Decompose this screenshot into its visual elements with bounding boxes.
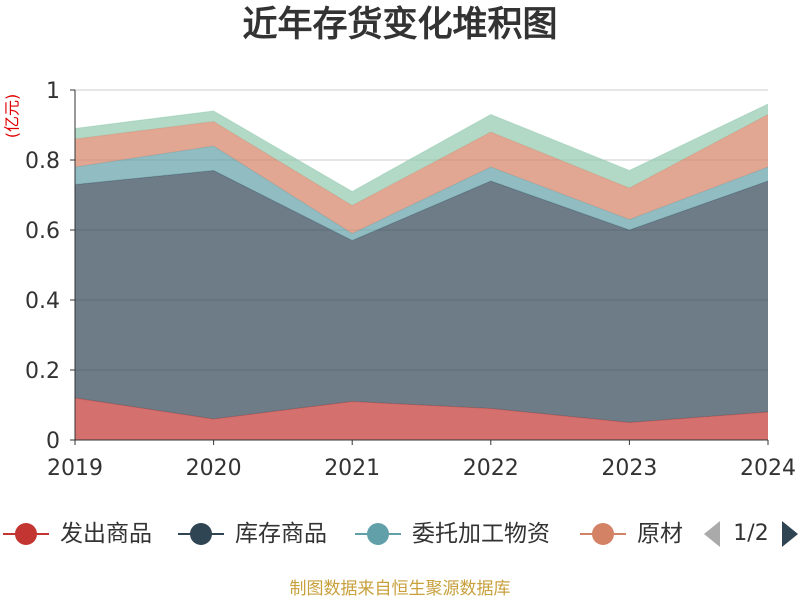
legend: 发出商品 库存商品 委托加工物资 [0,516,800,552]
x-tick-label: 2020 [186,456,242,481]
legend-line-circle-icon [580,522,626,546]
x-tick-label: 2019 [47,456,103,481]
stacked-areas [74,103,769,440]
area-series-2 [75,146,768,241]
legend-item-series-3[interactable]: 原材 [580,516,683,552]
y-tick-label: 0.8 [25,149,60,174]
y-tick-label: 0 [46,429,60,454]
x-tick-label: 2022 [463,456,519,481]
x-tick-label: 2021 [324,456,380,481]
chart-title: 近年存货变化堆积图 [242,5,558,45]
data-source-note: 制图数据来自恒生聚源数据库 [289,579,511,599]
legend-label: 库存商品 [235,521,327,547]
legend-line-circle-icon [178,522,224,546]
tick-labels: 0 0.2 0.4 0.6 0.8 1 2019 2020 2021 2022 2023 2024 [25,79,796,481]
area-series-4 [75,104,768,206]
legend-page-indicator: 1/2 [733,521,769,546]
y-tick-label: 0.4 [25,289,60,314]
series-line-4 [74,103,769,193]
legend-icon-dot [367,523,389,545]
area-series-1 [75,170,768,423]
legend-item-series-0[interactable]: 发出商品 [3,516,152,552]
legend-item-series-1[interactable]: 库存商品 [178,516,327,552]
legend-icon-dot [190,523,212,545]
y-tick-label: 1 [46,79,60,104]
x-tick-label: 2023 [601,456,657,481]
axes [70,89,769,445]
legend-line-circle-icon [3,522,49,546]
legend-label: 原材 [637,521,683,547]
x-tick-label: 2024 [740,456,796,481]
y-tick-label: 0.2 [25,359,60,384]
y-axis-name: (亿元) [3,94,22,139]
area-series-0 [75,398,768,440]
legend-icon-dot [592,523,614,545]
legend-items: 发出商品 库存商品 委托加工物资 [0,516,684,552]
area-series-3 [75,114,768,234]
legend-line-circle-icon [355,522,401,546]
legend-icon-dot [15,523,37,545]
legend-label: 委托加工物资 [412,521,550,547]
pager-prev-arrow-icon [704,521,720,547]
pager-next-arrow-icon[interactable] [781,521,799,547]
legend-item-series-2[interactable]: 委托加工物资 [355,516,550,552]
y-tick-label: 0.6 [25,219,60,244]
legend-label: 发出商品 [60,521,152,547]
